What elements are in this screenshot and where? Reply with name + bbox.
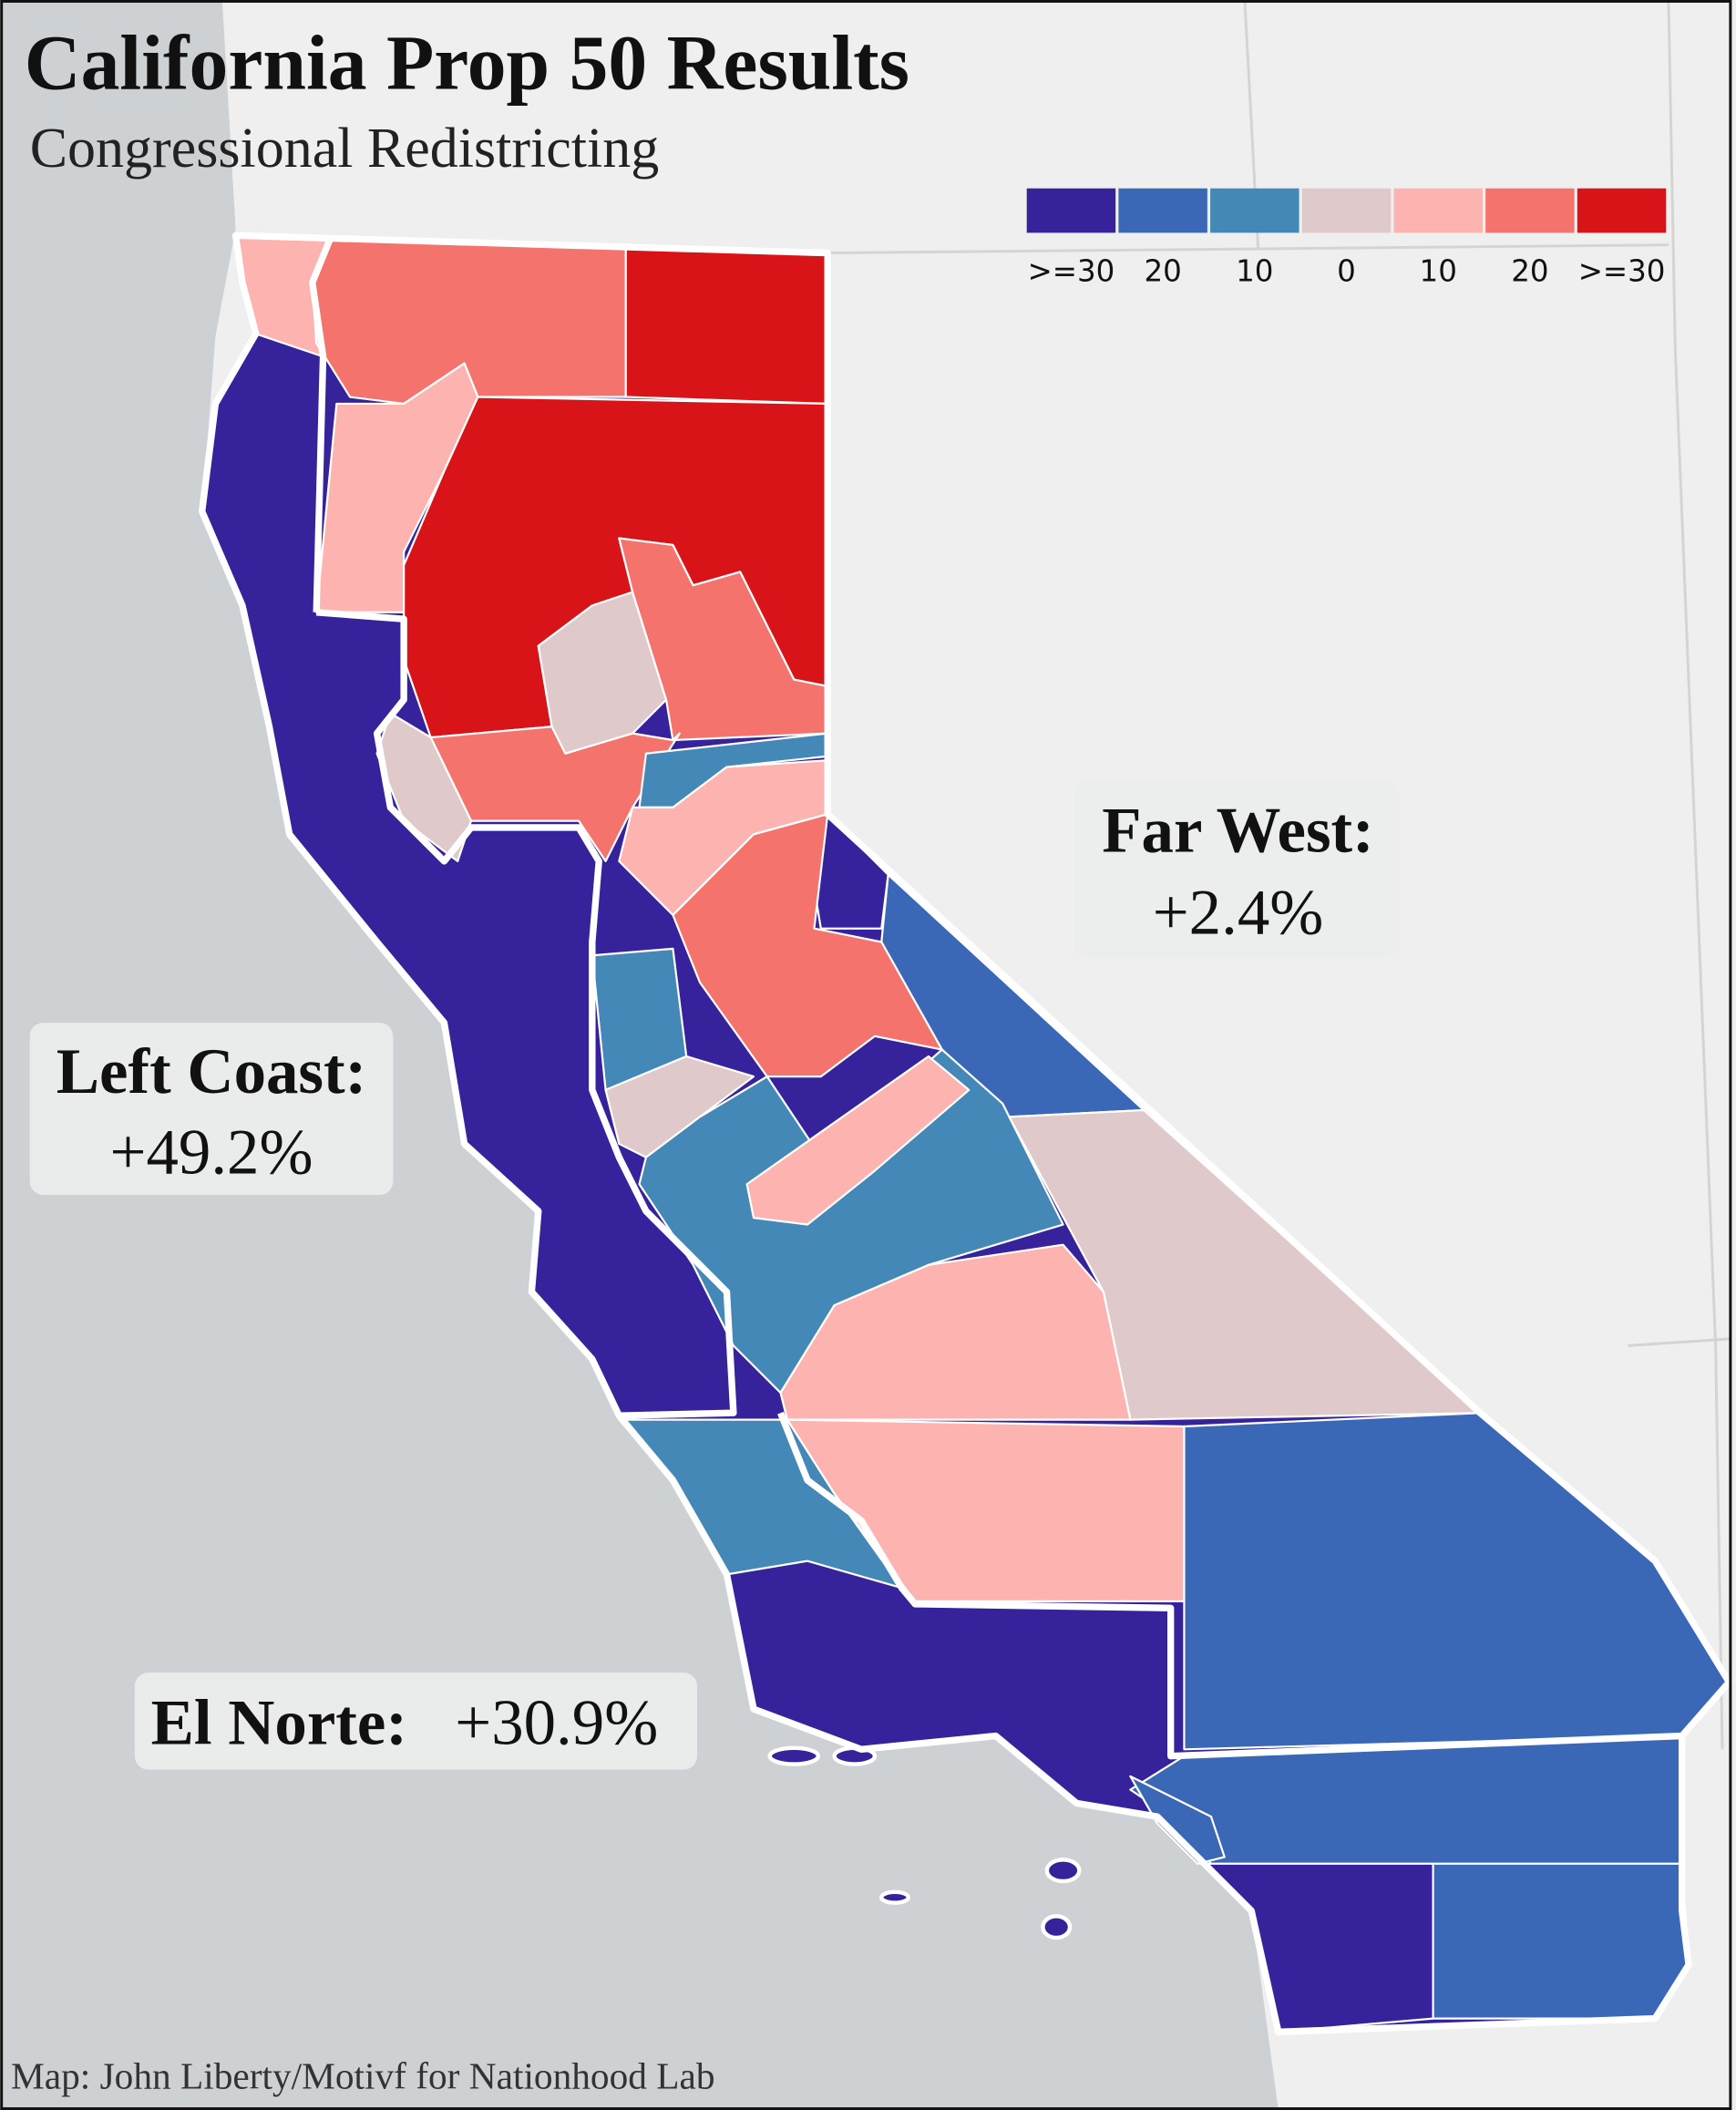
counties: [200, 234, 1731, 2033]
legend-swatch: [1393, 188, 1483, 233]
county: [638, 1048, 1064, 1395]
label-box: [134, 1673, 697, 1770]
legend: >=30 20 10 0 10 20 >=30: [1026, 188, 1667, 289]
legend-label: 20: [1511, 254, 1548, 289]
legend-swatch: [1485, 188, 1575, 233]
region-margin: +30.9%: [455, 1687, 658, 1758]
county: [624, 248, 829, 406]
region-name: Far West:: [1102, 796, 1374, 867]
legend-label: 20: [1144, 254, 1181, 289]
legend-swatch: [1026, 188, 1116, 233]
ocean: [0, 0, 1279, 2110]
legend-label: >=30: [1028, 254, 1115, 289]
county: [1432, 1862, 1690, 2020]
county: [429, 726, 681, 863]
county: [745, 1055, 971, 1226]
county: [1008, 1108, 1482, 1421]
islands: [767, 1745, 1082, 1940]
region-name: El Norte:: [151, 1687, 407, 1758]
legend-label: 10: [1236, 254, 1273, 289]
legend-label: >=30: [1578, 254, 1666, 289]
legend-swatch: [1118, 188, 1207, 233]
region-name: Left Coast:: [56, 1036, 366, 1107]
region-margin: +2.4%: [1153, 878, 1324, 949]
legend-label: 0: [1337, 254, 1356, 289]
label-box: [1073, 780, 1400, 959]
label-box: [29, 1023, 394, 1196]
credit: Map: John Liberty/Motivf for Nationhood …: [11, 2054, 714, 2096]
legend-label: 10: [1420, 254, 1457, 289]
legend-swatch: [1210, 188, 1299, 233]
region-margin: +49.2%: [110, 1117, 313, 1188]
subtitle: Congressional Redistricting: [30, 118, 660, 180]
region-borders: [198, 232, 1733, 2036]
legend-swatch: [1301, 188, 1392, 233]
legend-swatch: [1577, 188, 1667, 233]
county: [375, 712, 473, 863]
title: California Prop 50 Results: [25, 19, 909, 106]
